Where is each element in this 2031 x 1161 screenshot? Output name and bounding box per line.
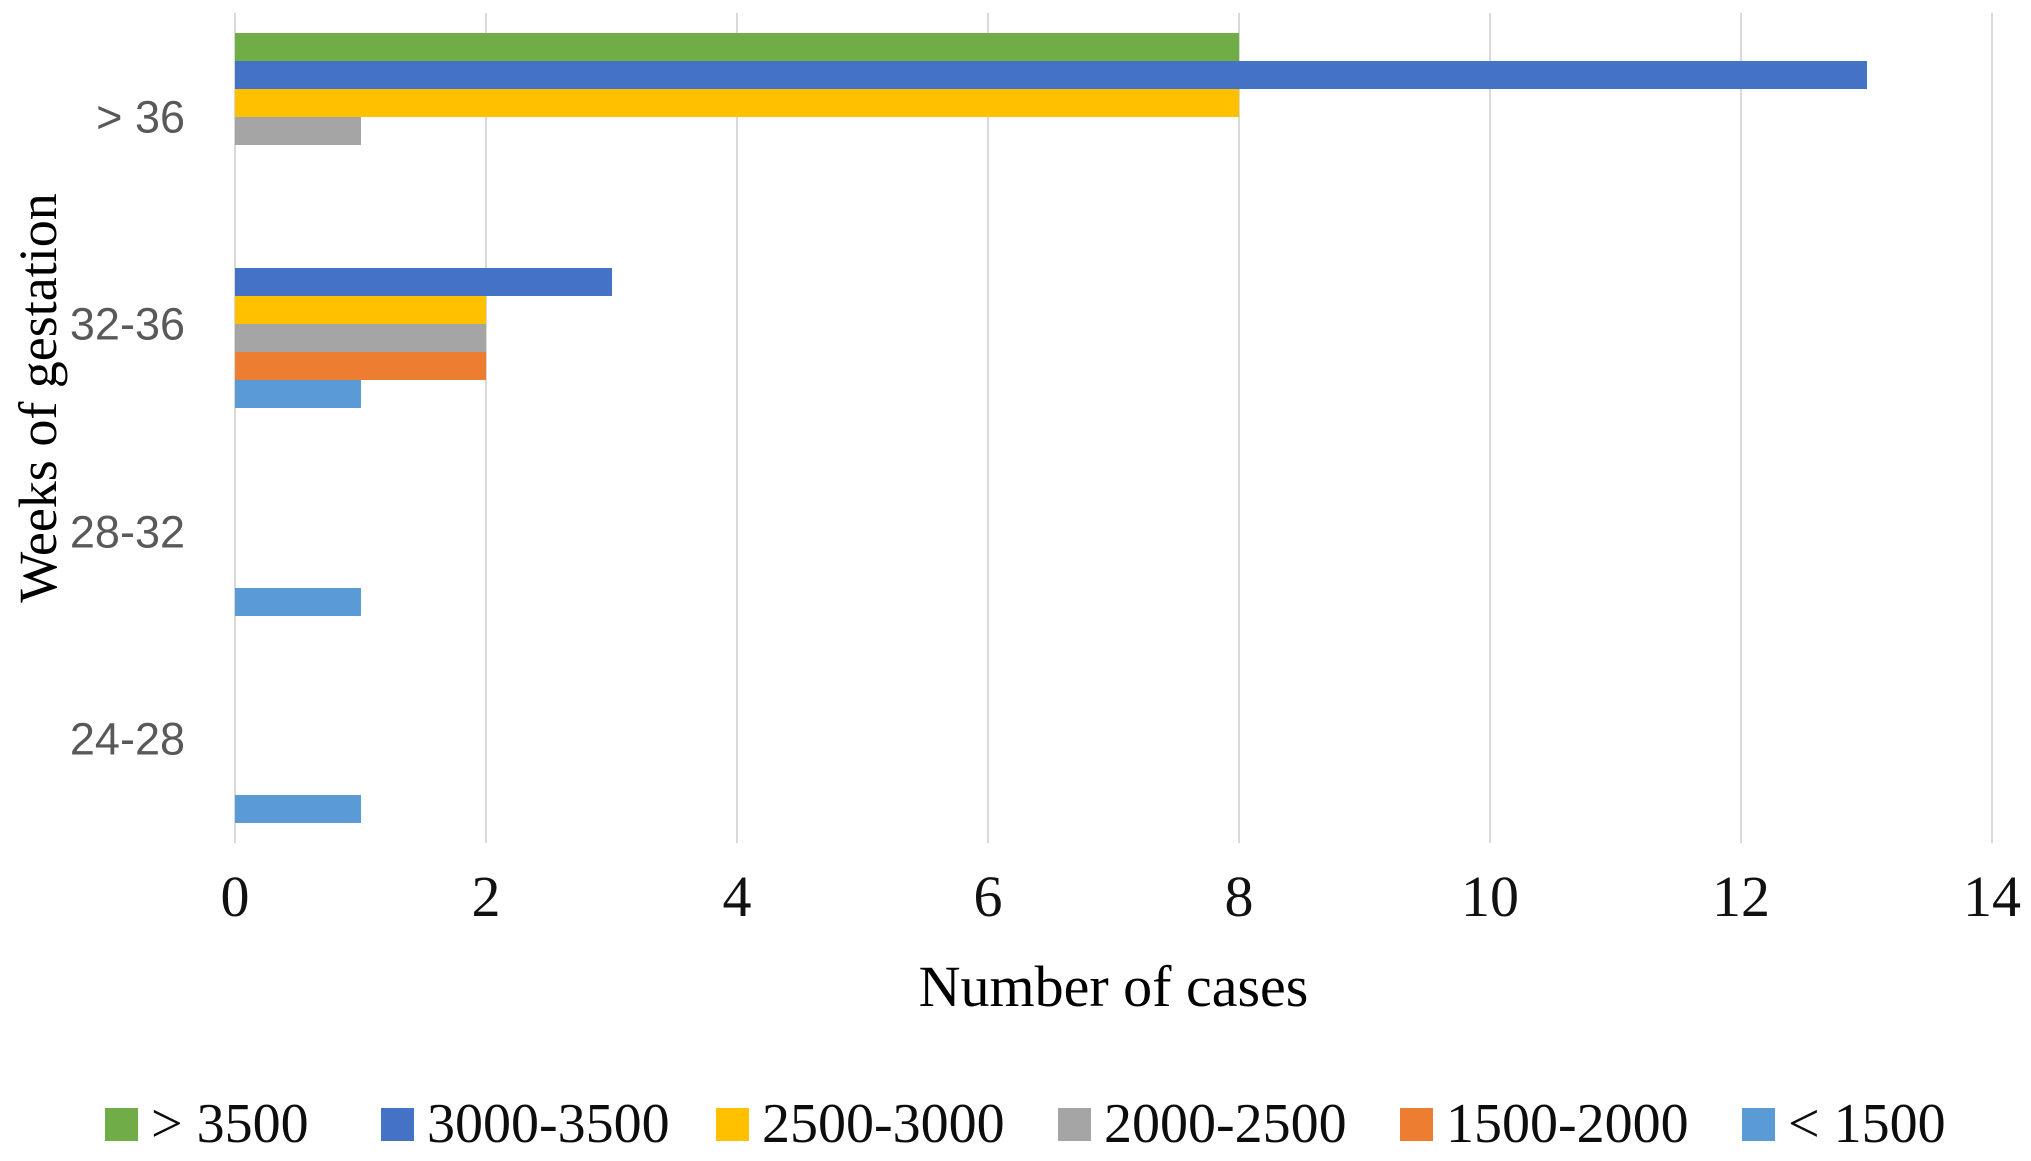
legend-label: 3000-3500 (427, 1093, 670, 1155)
bar->36-2000-2500 (235, 116, 361, 145)
x-tick-label-4: 4 (722, 864, 752, 929)
legend-swatch-icon (381, 1107, 414, 1141)
legend-swatch-icon (105, 1107, 138, 1141)
bar->36-2500-3000 (235, 88, 1239, 117)
legend-label: 2500-3000 (762, 1093, 1005, 1155)
legend-item-2500-3000: 2500-3000 (716, 1096, 1005, 1152)
x-tick-label-8: 8 (1224, 864, 1254, 929)
bar->36->3500 (235, 32, 1239, 61)
category-label-32-36: 32-36 (69, 298, 185, 350)
legend-label: > 3500 (151, 1093, 309, 1155)
bar-32-36-2000-2500 (235, 324, 486, 353)
legend-swatch-icon (716, 1107, 749, 1141)
x-tick-label-10: 10 (1461, 864, 1519, 929)
gridline-x-4 (735, 13, 738, 843)
x-tick-label-14: 14 (1963, 864, 2021, 929)
bar-24-28-<1500 (235, 795, 361, 824)
legend-item-2000-2500: 2000-2500 (1058, 1096, 1347, 1152)
bar->36-3000-3500 (235, 60, 1867, 89)
category-label-28-32: 28-32 (69, 506, 185, 558)
legend-label: 2000-2500 (1104, 1093, 1347, 1155)
legend-label: 1500-2000 (1446, 1093, 1689, 1155)
category-label->36: > 36 (96, 91, 185, 143)
legend-item-<1500: < 1500 (1742, 1096, 1946, 1152)
bar-32-36-<1500 (235, 380, 361, 409)
legend-swatch-icon (1400, 1107, 1433, 1141)
gridline-x-2 (484, 13, 487, 843)
plot-area (234, 13, 1993, 843)
bar-28-32-<1500 (235, 587, 361, 616)
gridline-x-10 (1489, 13, 1491, 843)
legend-item->3500: > 3500 (105, 1096, 309, 1152)
category-label-24-28: 24-28 (69, 713, 185, 765)
x-tick-label-2: 2 (471, 864, 501, 929)
x-axis-title: Number of cases (918, 954, 1309, 1019)
gridline-x-8 (1237, 13, 1240, 843)
gridline-x-0 (234, 13, 236, 843)
x-tick-label-0: 0 (220, 864, 250, 929)
legend-swatch-icon (1742, 1107, 1775, 1141)
legend-item-3000-3500: 3000-3500 (381, 1096, 670, 1152)
legend-swatch-icon (1058, 1107, 1091, 1141)
bar-32-36-2500-3000 (235, 296, 486, 325)
legend-label: < 1500 (1788, 1093, 1946, 1155)
legend-item-1500-2000: 1500-2000 (1400, 1096, 1689, 1152)
bar-32-36-3000-3500 (235, 268, 612, 297)
x-tick-label-6: 6 (973, 864, 1003, 929)
bar-32-36-1500-2000 (235, 352, 486, 381)
gridline-x-14 (1991, 13, 1993, 843)
gridline-x-6 (987, 13, 989, 843)
x-tick-label-12: 12 (1712, 864, 1770, 929)
gridline-x-12 (1740, 13, 1742, 843)
